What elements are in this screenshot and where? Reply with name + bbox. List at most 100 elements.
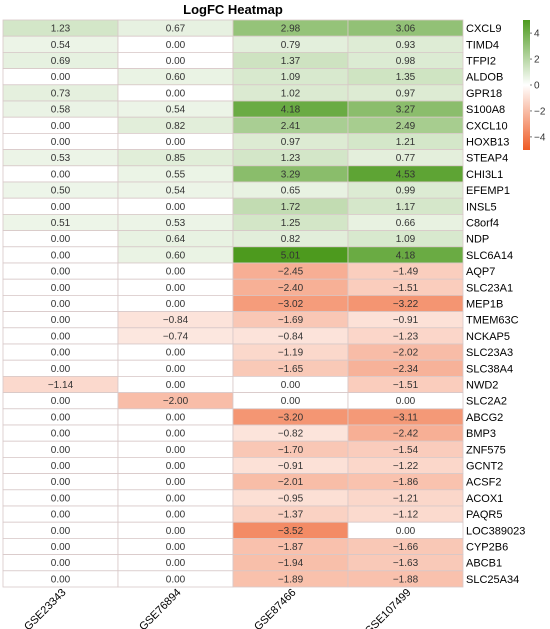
cell-value-label: 0.69 bbox=[51, 56, 71, 67]
cell-value-label: −1.54 bbox=[393, 445, 419, 456]
cell-value-label: 0.97 bbox=[281, 137, 301, 148]
cell-value-label: 0.60 bbox=[166, 250, 186, 261]
row-label: STEAP4 bbox=[466, 153, 508, 165]
cell-value-label: 0.00 bbox=[51, 315, 71, 326]
row-label: NCKAP5 bbox=[466, 331, 510, 343]
row-label: INSL5 bbox=[466, 201, 497, 213]
cell-value-label: 0.58 bbox=[51, 105, 71, 116]
cell-value-label: −1.51 bbox=[393, 283, 419, 294]
cell-value-label: 0.00 bbox=[51, 348, 71, 359]
cell-value-label: 0.60 bbox=[166, 72, 186, 83]
cell-value-label: −2.00 bbox=[163, 396, 189, 407]
cell-value-label: 0.00 bbox=[166, 380, 186, 391]
cell-value-label: 1.21 bbox=[396, 137, 416, 148]
cell-value-label: 0.00 bbox=[166, 558, 186, 569]
cell-value-label: 0.00 bbox=[51, 121, 71, 132]
row-label: TMEM63C bbox=[466, 315, 519, 327]
row-label: GPR18 bbox=[466, 88, 502, 100]
cell-value-label: 0.00 bbox=[51, 542, 71, 553]
cell-value-label: −1.66 bbox=[393, 542, 419, 553]
cell-value-label: 1.02 bbox=[281, 88, 301, 99]
cell-value-label: 0.00 bbox=[51, 283, 71, 294]
row-label: SLC25A34 bbox=[466, 574, 519, 586]
cell-value-label: 0.00 bbox=[51, 202, 71, 213]
cell-value-label: 0.54 bbox=[166, 186, 186, 197]
cell-value-label: 1.09 bbox=[396, 234, 416, 245]
cell-value-label: −0.91 bbox=[278, 461, 304, 472]
row-label: NWD2 bbox=[466, 380, 498, 392]
cell-value-label: 1.25 bbox=[281, 218, 301, 229]
cell-value-label: 0.53 bbox=[166, 218, 186, 229]
row-label: CXCL10 bbox=[466, 120, 508, 132]
column-labels: T2D-GSE23343 T2D-GSE76894 UC-GSE87466 UC-GS… bbox=[5, 587, 414, 629]
cell-value-label: 0.50 bbox=[51, 186, 71, 197]
row-label: SLC2A2 bbox=[466, 396, 507, 408]
cell-value-label: −1.88 bbox=[393, 574, 419, 585]
cell-value-label: 4.18 bbox=[396, 250, 416, 261]
cell-value-label: 0.54 bbox=[166, 105, 186, 116]
legend-tick-label: 4 bbox=[534, 29, 540, 40]
cell-value-label: 0.00 bbox=[51, 169, 71, 180]
cell-value-label: 1.23 bbox=[281, 153, 301, 164]
cell-value-label: 0.97 bbox=[396, 88, 416, 99]
cell-value-label: 0.77 bbox=[396, 153, 416, 164]
row-label: EFEMP1 bbox=[466, 185, 510, 197]
row-label: ALDOB bbox=[466, 72, 503, 84]
cell-value-label: 1.17 bbox=[396, 202, 416, 213]
legend-color-bar bbox=[523, 20, 530, 150]
cell-value-label: 0.00 bbox=[166, 299, 186, 310]
cell-value-label: −2.01 bbox=[278, 477, 304, 488]
legend-tick-label: 0 bbox=[534, 81, 540, 92]
row-label: NDP bbox=[466, 234, 489, 246]
row-label: C8orf4 bbox=[466, 218, 499, 230]
row-label: HOXB13 bbox=[466, 137, 509, 149]
column-label: UC-GSE107499 bbox=[349, 587, 414, 629]
cell-value-label: −3.20 bbox=[278, 412, 304, 423]
cell-value-label: −1.69 bbox=[278, 315, 304, 326]
cell-value-label: 0.00 bbox=[281, 380, 301, 391]
cell-value-label: 0.00 bbox=[396, 526, 416, 537]
cell-value-label: 4.53 bbox=[396, 169, 416, 180]
cell-value-label: 0.00 bbox=[166, 526, 186, 537]
cell-value-label: 2.98 bbox=[281, 24, 301, 35]
legend-tick-label: −4 bbox=[534, 132, 546, 143]
cell-value-label: 0.00 bbox=[281, 396, 301, 407]
cell-value-label: 0.00 bbox=[166, 202, 186, 213]
chart-title: LogFC Heatmap bbox=[183, 2, 283, 17]
cell-value-label: 0.00 bbox=[166, 412, 186, 423]
cell-value-label: −1.23 bbox=[393, 331, 419, 342]
cell-value-label: 0.00 bbox=[166, 574, 186, 585]
cell-value-label: −2.40 bbox=[278, 283, 304, 294]
cell-value-label: −0.74 bbox=[163, 331, 189, 342]
cell-value-label: 0.00 bbox=[51, 477, 71, 488]
cell-value-label: −3.22 bbox=[393, 299, 419, 310]
cell-value-label: 0.00 bbox=[51, 510, 71, 521]
cell-value-label: 0.00 bbox=[166, 348, 186, 359]
cell-value-label: −1.63 bbox=[393, 558, 419, 569]
cell-value-label: 0.00 bbox=[51, 396, 71, 407]
cell-value-label: 2.41 bbox=[281, 121, 301, 132]
cell-value-label: 0.00 bbox=[51, 493, 71, 504]
cell-value-label: 0.00 bbox=[166, 283, 186, 294]
cell-value-label: 2.49 bbox=[396, 121, 416, 132]
cell-value-label: 0.00 bbox=[396, 396, 416, 407]
cell-value-label: 0.00 bbox=[166, 88, 186, 99]
cell-value-label: −0.84 bbox=[278, 331, 304, 342]
cell-value-label: 0.65 bbox=[281, 186, 301, 197]
cell-value-label: 0.00 bbox=[166, 461, 186, 472]
cell-value-label: 0.51 bbox=[51, 218, 71, 229]
cell-value-label: −1.87 bbox=[278, 542, 304, 553]
cell-value-label: 0.00 bbox=[166, 542, 186, 553]
cell-value-label: 0.00 bbox=[166, 364, 186, 375]
cell-value-label: 0.00 bbox=[51, 299, 71, 310]
cell-value-label: −2.02 bbox=[393, 348, 419, 359]
cell-value-label: 4.18 bbox=[281, 105, 301, 116]
cell-value-label: −0.91 bbox=[393, 315, 419, 326]
row-label: SLC23A3 bbox=[466, 347, 513, 359]
cell-value-label: −2.42 bbox=[393, 429, 419, 440]
cell-value-label: 0.00 bbox=[51, 558, 71, 569]
cell-value-label: 0.66 bbox=[396, 218, 416, 229]
cell-value-label: 0.00 bbox=[166, 137, 186, 148]
cell-value-label: −2.34 bbox=[393, 364, 419, 375]
